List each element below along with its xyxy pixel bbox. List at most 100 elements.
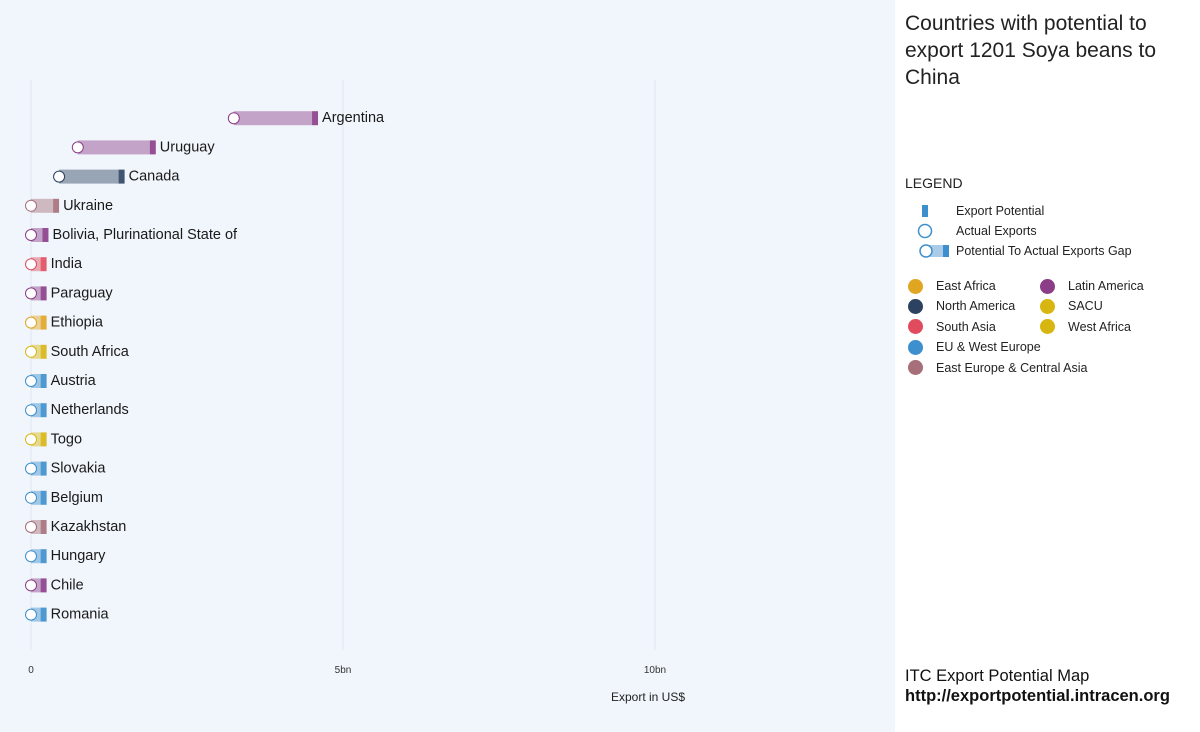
- country-label: Romania: [51, 607, 110, 623]
- gap-bar: [59, 169, 119, 184]
- region-legend-label: East Africa: [936, 279, 996, 293]
- region-legend-item: EU & West Europe: [905, 337, 1041, 357]
- x-axis-title: Export in US$: [611, 690, 685, 704]
- legend-export-potential: Export Potential: [905, 201, 1044, 221]
- potential-marker: [40, 403, 47, 418]
- region-color-dot-icon: [908, 278, 923, 294]
- actual-marker: [25, 550, 37, 563]
- region-color-dot-icon: [908, 339, 923, 355]
- potential-marker: [40, 432, 47, 447]
- country-label: Kazakhstan: [51, 519, 127, 535]
- legend-actual-exports-label: Actual Exports: [956, 224, 1037, 238]
- country-label: Chile: [51, 577, 84, 593]
- potential-marker: [40, 549, 47, 564]
- actual-marker: [25, 491, 37, 504]
- legend-export-potential-label: Export Potential: [956, 204, 1045, 218]
- x-tick-label: 0: [28, 665, 34, 676]
- actual-marker: [25, 579, 37, 592]
- potential-marker: [40, 461, 47, 476]
- actual-marker: [25, 229, 37, 241]
- region-color-dot-icon: [1040, 278, 1055, 294]
- country-label: Hungary: [51, 548, 107, 564]
- region-legend-label: EU & West Europe: [936, 340, 1041, 355]
- country-label: Belgium: [51, 490, 103, 506]
- actual-marker: [25, 199, 37, 212]
- country-label: South Africa: [51, 344, 130, 360]
- region-legend-item: East Africa: [905, 276, 996, 296]
- region-legend-label: North America: [936, 299, 1016, 314]
- gap-bar: [31, 198, 54, 213]
- country-label: Argentina: [322, 110, 385, 126]
- country-label: Ukraine: [63, 198, 113, 214]
- legend-gap: Potential To Actual Exports Gap: [905, 241, 1132, 261]
- actual-marker: [25, 375, 37, 387]
- potential-marker: [40, 286, 47, 301]
- country-label: Togo: [51, 431, 82, 447]
- region-color-dot-icon: [908, 298, 923, 314]
- x-tick-label: 5bn: [335, 665, 352, 676]
- actual-marker: [227, 112, 240, 125]
- potential-marker: [40, 374, 47, 388]
- gap-marker-icon: [905, 241, 956, 261]
- chart-title: Countries with potential to export 1201 …: [905, 12, 1157, 89]
- region-color-dot-icon: [908, 319, 923, 335]
- footer-source: ITC Export Potential Map: [905, 667, 1090, 685]
- country-label: India: [51, 256, 83, 272]
- potential-marker: [42, 228, 49, 242]
- region-legend-item: South Asia: [905, 317, 996, 337]
- actual-marker: [25, 345, 37, 358]
- potential-marker: [40, 607, 47, 622]
- potential-marker: [40, 315, 47, 330]
- x-tick-label: 10bn: [644, 665, 666, 676]
- actual-marker: [25, 521, 37, 533]
- region-legend-item: Latin America: [1037, 276, 1144, 296]
- potential-marker: [149, 140, 156, 155]
- region-legend-label: South Asia: [936, 319, 996, 334]
- actual-marker: [25, 287, 37, 300]
- potential-marker: [40, 490, 47, 505]
- potential-marker: [40, 257, 47, 272]
- country-label: Austria: [51, 373, 97, 389]
- country-label: Paraguay: [51, 285, 114, 301]
- region-legend-item: SACU: [1037, 296, 1103, 316]
- legend-gap-label: Potential To Actual Exports Gap: [956, 244, 1132, 258]
- legend-actual-exports: Actual Exports: [905, 221, 1037, 241]
- region-color-dot-icon: [1040, 298, 1055, 314]
- region-legend-item: North America: [905, 296, 1015, 316]
- actual-marker: [53, 170, 66, 183]
- footer-url[interactable]: http://exportpotential.intracen.org: [905, 687, 1170, 705]
- actual-marker: [25, 316, 37, 329]
- potential-marker-icon: [905, 201, 956, 221]
- potential-marker: [53, 198, 60, 213]
- region-color-dot-icon: [908, 360, 923, 376]
- country-label: Ethiopia: [51, 315, 104, 331]
- legend-title: LEGEND: [905, 175, 963, 191]
- potential-marker: [40, 520, 47, 534]
- footer: ITC Export Potential Map http://exportpo…: [905, 666, 1170, 706]
- actual-marker: [25, 258, 37, 271]
- region-legend-label: SACU: [1068, 299, 1103, 314]
- country-label: Slovakia: [51, 461, 107, 477]
- region-legend-label: Latin America: [1068, 279, 1144, 293]
- actual-marker: [71, 141, 84, 154]
- country-label: Netherlands: [51, 402, 129, 418]
- export-potential-chart: 05bn10bn15bn20bnExport in US$BrazilArgen…: [25, 80, 685, 704]
- actual-marker: [25, 608, 37, 621]
- potential-marker: [40, 344, 47, 359]
- side-panel: Countries with potential to export 1201 …: [895, 0, 1200, 732]
- potential-marker: [312, 111, 319, 126]
- actual-marker-icon: [905, 221, 956, 241]
- country-label: Bolivia, Plurinational State of: [52, 227, 238, 243]
- actual-marker: [25, 404, 37, 417]
- region-legend-label: West Africa: [1068, 319, 1131, 334]
- gap-bar: [77, 140, 150, 155]
- country-label: Canada: [129, 169, 181, 185]
- potential-marker: [40, 578, 47, 593]
- gap-bar: [233, 111, 313, 126]
- country-label: Uruguay: [160, 139, 216, 155]
- region-legend-item: West Africa: [1037, 317, 1131, 337]
- potential-marker: [118, 169, 125, 184]
- region-legend-item: East Europe & Central Asia: [905, 358, 1087, 378]
- region-legend-label: East Europe & Central Asia: [936, 360, 1088, 375]
- region-color-dot-icon: [1040, 319, 1055, 335]
